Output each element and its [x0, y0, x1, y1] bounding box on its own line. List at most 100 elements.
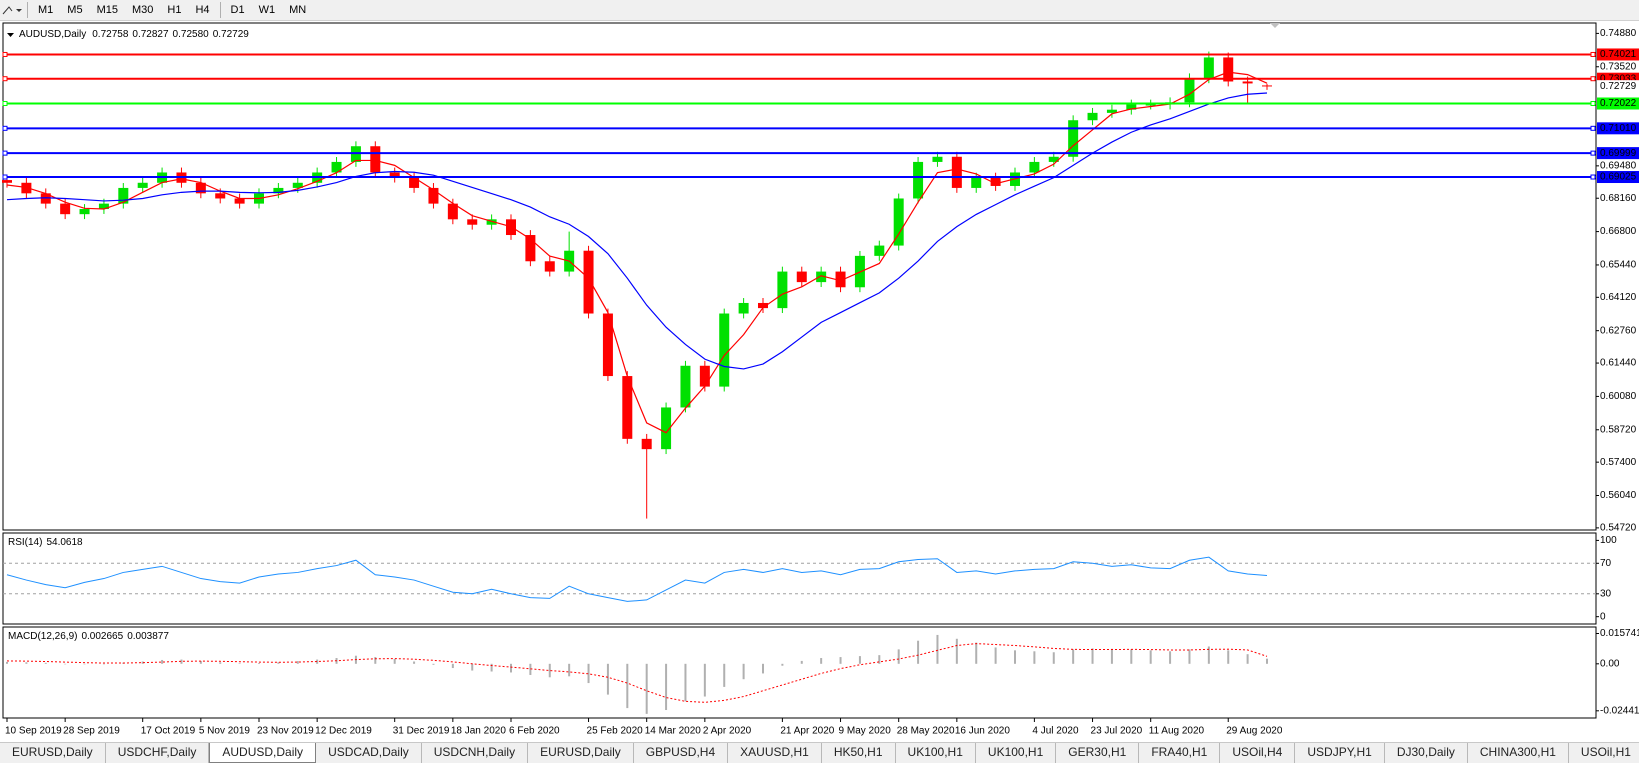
candle-body	[1184, 78, 1195, 103]
close-value: 0.72729	[213, 29, 250, 40]
chart-tab[interactable]: CHINA300,H1	[1468, 743, 1569, 763]
histogram-bar	[917, 640, 920, 664]
histogram-bar	[141, 661, 144, 664]
histogram-bar	[161, 659, 164, 664]
chart-tab[interactable]: FRA40,H1	[1139, 743, 1221, 763]
level-label: 0.69025	[1600, 172, 1637, 183]
rsi-title: RSI(14)	[8, 537, 42, 548]
chart-tab[interactable]: AUDUSD,Daily	[209, 743, 317, 763]
chart-tab[interactable]: XAUUSD,H1	[728, 743, 822, 763]
timeframe-button[interactable]: D1	[230, 4, 245, 16]
histogram-bar	[471, 663, 474, 671]
candle-body	[234, 198, 245, 204]
chart-tab[interactable]: USDCHF,Daily	[106, 743, 210, 763]
candle-body	[796, 271, 807, 283]
y-tick-label: 0.68160	[1600, 193, 1637, 204]
timeframe-button[interactable]: H4	[195, 4, 210, 16]
candle-body	[370, 146, 381, 173]
candle-body	[602, 313, 613, 377]
x-tick-label: 11 Aug 2020	[1149, 726, 1205, 737]
chart-tab[interactable]: DJ30,Daily	[1385, 743, 1468, 763]
histogram-bar	[258, 663, 260, 664]
signal-value: 0.003877	[127, 631, 169, 642]
toolbar-icon[interactable]	[0, 2, 24, 18]
histogram-bar	[548, 663, 551, 678]
timeframe-button[interactable]: W1	[258, 4, 276, 16]
moving-average	[6, 71, 1268, 434]
rsi-value: 54.0618	[46, 537, 83, 548]
y-tick-label: 70	[1600, 558, 1612, 569]
candle-body	[98, 203, 109, 210]
histogram-bar	[6, 661, 8, 664]
y-tick-label: 0	[1600, 611, 1606, 622]
macd-title: MACD(12,26,9)	[8, 631, 77, 642]
candle-body	[2, 180, 12, 183]
y-tick-label: 0.61440	[1600, 358, 1637, 369]
histogram-bar	[1246, 654, 1249, 664]
candle-body	[951, 156, 962, 188]
chart-tab[interactable]: USDCAD,Daily	[316, 743, 422, 763]
timeframe-button[interactable]: M1	[38, 4, 54, 16]
macd-panel	[2, 626, 1597, 719]
candle-body	[215, 193, 226, 199]
main-header: AUDUSD,Daily 0.72758 0.72827 0.72580 0.72729	[19, 29, 249, 40]
rsi-panel	[2, 532, 1597, 625]
x-tick-label: 2 Apr 2020	[703, 726, 752, 737]
x-tick-label: 9 May 2020	[839, 726, 892, 737]
chart-tab[interactable]: GBPUSD,H4	[634, 743, 729, 763]
timeframe-button[interactable]: M15	[96, 4, 118, 16]
histogram-bar	[1149, 650, 1152, 664]
candle-body	[447, 203, 458, 220]
last-price-box	[1597, 80, 1639, 93]
y-tick-label: 0.66800	[1600, 226, 1637, 237]
timeframe-button[interactable]: M30	[131, 4, 154, 16]
chart-tab[interactable]: USDCNH,Daily	[422, 743, 529, 763]
timeframe-button[interactable]: MN	[289, 4, 307, 16]
histogram-bar	[529, 663, 532, 675]
chart-tab[interactable]: EURUSD,Daily	[0, 743, 106, 763]
candle-body	[661, 407, 672, 450]
level-handle	[2, 51, 8, 57]
histogram-bar	[684, 663, 687, 702]
candle-body	[932, 156, 943, 162]
symbol-title: AUDUSD,Daily	[19, 29, 86, 40]
timeframe-button[interactable]: M5	[67, 4, 83, 16]
histogram-bar	[238, 663, 241, 664]
candle-body	[738, 302, 749, 314]
x-tick-label: 5 Nov 2019	[199, 726, 251, 737]
histogram-bar	[1110, 648, 1113, 664]
candle-body	[583, 250, 594, 314]
x-tick-label: 4 Jul 2020	[1032, 726, 1079, 737]
chart-tab[interactable]: UK100,H1	[976, 743, 1057, 763]
histogram-bar	[1014, 650, 1016, 664]
histogram-bar	[432, 663, 435, 665]
chart-tab[interactable]: USOil,H1	[1569, 743, 1639, 763]
chart-tab[interactable]: EURUSD,Daily	[528, 743, 634, 763]
candle-body	[816, 271, 827, 283]
histogram-bar	[1052, 652, 1055, 664]
collapse-icon[interactable]	[7, 33, 14, 37]
chart-tab[interactable]: UK100,H1	[896, 743, 976, 763]
level-handle	[1590, 174, 1596, 180]
candle-body	[118, 187, 129, 204]
histogram-bar	[510, 663, 512, 673]
histogram-bar	[451, 663, 454, 669]
y-tick-label: 0.73520	[1600, 61, 1637, 72]
histogram-bar	[1091, 648, 1094, 664]
x-tick-label: 18 Jan 2020	[451, 726, 506, 737]
x-tick-label: 31 Dec 2019	[393, 726, 450, 737]
x-tick-label: 17 Oct 2019	[141, 726, 196, 737]
y-tick-label: 0.65440	[1600, 260, 1637, 271]
chart-tab[interactable]: USOil,H4	[1220, 743, 1296, 763]
histogram-bar	[975, 642, 978, 664]
chart-tab[interactable]: HK50,H1	[822, 743, 896, 763]
chart-tab[interactable]: USDJPY,H1	[1295, 743, 1385, 763]
y-tick-label: 0.00	[1600, 658, 1620, 669]
shift-marker	[1270, 23, 1280, 28]
histogram-bar	[994, 647, 997, 664]
histogram-bar	[413, 661, 416, 664]
chart-tab[interactable]: GER30,H1	[1056, 743, 1140, 763]
timeframe-button[interactable]: H1	[167, 4, 182, 16]
candle-body	[409, 177, 420, 188]
histogram-bar	[723, 663, 726, 687]
